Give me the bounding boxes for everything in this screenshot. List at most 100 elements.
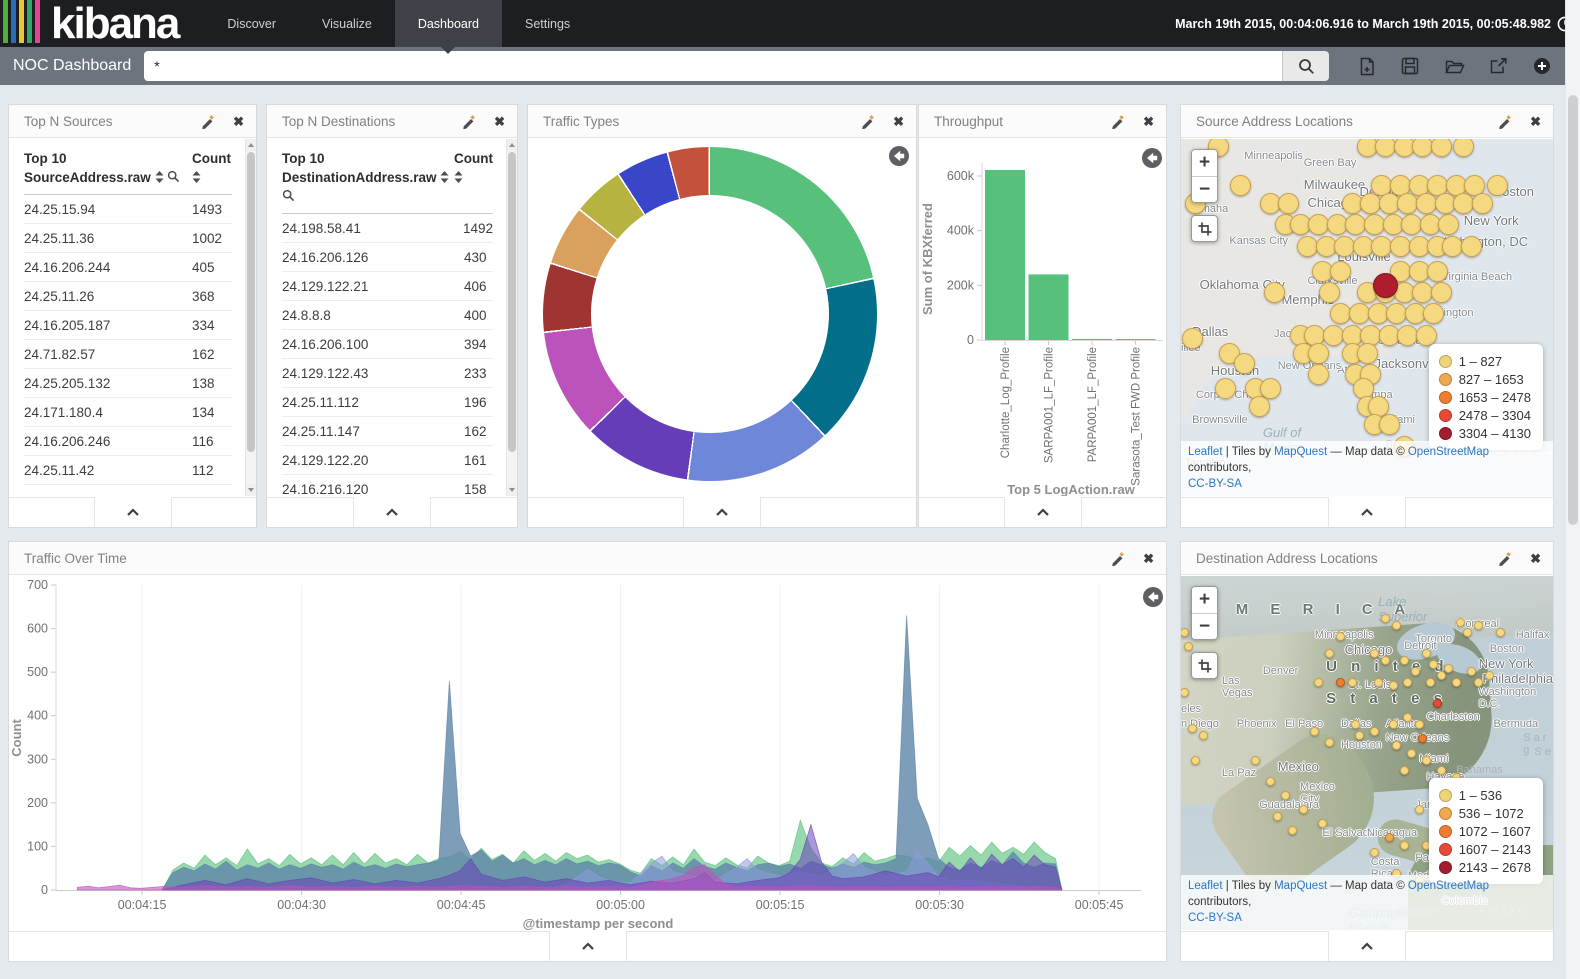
attribution-link[interactable]: MapQuest	[1274, 446, 1327, 458]
map-marker[interactable]	[1401, 214, 1422, 235]
close-panel-icon[interactable]: ✖	[1143, 552, 1154, 565]
map-marker[interactable]	[1452, 678, 1461, 687]
map-marker[interactable]	[1472, 193, 1493, 214]
map-marker[interactable]	[1188, 724, 1197, 733]
map-marker[interactable]	[1442, 236, 1463, 257]
map-marker[interactable]	[1249, 396, 1270, 417]
map-marker[interactable]	[1411, 667, 1420, 676]
map-marker[interactable]	[1389, 720, 1398, 729]
table-row[interactable]: 24.25.11.42112	[24, 456, 232, 485]
map-marker[interactable]	[1426, 678, 1435, 687]
map-marker[interactable]	[1400, 766, 1409, 775]
back-filter-icon[interactable]	[1141, 147, 1163, 169]
map-marker[interactable]	[1234, 353, 1255, 374]
map-marker[interactable]	[1319, 282, 1340, 303]
table-row[interactable]: 24.25.205.132138	[24, 369, 232, 398]
edit-panel-icon[interactable]	[1497, 551, 1512, 566]
map-marker[interactable]	[1456, 618, 1465, 627]
table-row[interactable]: 24.129.122.20161	[282, 446, 493, 475]
table-row[interactable]: 24.129.122.21406	[282, 272, 493, 301]
map-marker[interactable]	[1330, 261, 1351, 282]
map-marker[interactable]	[1431, 139, 1452, 157]
attribution-link[interactable]: Leaflet	[1188, 880, 1223, 892]
map-marker[interactable]	[1314, 678, 1323, 687]
table-row[interactable]: 24.25.11.147162	[282, 417, 493, 446]
table-scrollbar[interactable]	[245, 139, 256, 496]
table-row[interactable]: 24.25.11.112196	[282, 388, 493, 417]
edit-panel-icon[interactable]	[461, 114, 476, 129]
map-marker[interactable]	[1230, 175, 1251, 196]
map-marker[interactable]	[1461, 236, 1482, 257]
map-fit-bounds-button[interactable]	[1191, 652, 1218, 679]
table-row[interactable]: 24.198.58.411492	[282, 214, 493, 243]
time-range-picker[interactable]: March 19th 2015, 00:04:06.916 to March 1…	[1175, 0, 1580, 47]
table-row[interactable]: 24.16.206.100394	[282, 330, 493, 359]
map-marker[interactable]	[1467, 667, 1476, 676]
map-marker[interactable]	[1444, 664, 1453, 673]
map-marker[interactable]	[1297, 236, 1318, 257]
map-marker[interactable]	[1400, 841, 1409, 850]
close-panel-icon[interactable]: ✖	[1530, 552, 1541, 565]
map-marker[interactable]	[1485, 671, 1494, 680]
close-panel-icon[interactable]: ✖	[1530, 115, 1541, 128]
attribution-link[interactable]: MapQuest	[1274, 880, 1327, 892]
sort-icon[interactable]	[454, 171, 463, 183]
map-marker[interactable]	[1437, 671, 1446, 680]
table-row[interactable]: 24.16.206.126430	[282, 243, 493, 272]
map-marker[interactable]	[1416, 325, 1437, 346]
open-dashboard-button[interactable]	[1445, 58, 1465, 75]
back-filter-icon[interactable]	[888, 145, 910, 167]
close-panel-icon[interactable]: ✖	[233, 115, 244, 128]
tab-settings[interactable]: Settings	[502, 0, 593, 47]
destination-locations-map[interactable]: A M E R I C ALake SuperiorMontrealHalifa…	[1181, 576, 1553, 930]
map-marker[interactable]	[1487, 175, 1508, 196]
map-marker[interactable]	[1264, 282, 1285, 303]
edit-panel-icon[interactable]	[200, 114, 215, 129]
map-zoom-out-button[interactable]: −	[1192, 613, 1217, 639]
table-row[interactable]: 24.8.8.8400	[282, 301, 493, 330]
map-marker[interactable]	[1422, 756, 1431, 765]
column-header-address[interactable]: Top 10 SourceAddress.raw	[24, 149, 192, 187]
map-marker[interactable]	[1427, 261, 1448, 282]
traffic-over-time-area-chart[interactable]: Count010020030040050060070000:04:1500:04…	[9, 576, 1166, 930]
map-marker[interactable]	[1281, 791, 1290, 800]
sort-icon[interactable]	[440, 171, 449, 183]
table-row[interactable]: 24.129.122.43233	[282, 359, 493, 388]
sort-icon[interactable]	[155, 171, 164, 183]
map-marker[interactable]	[1308, 343, 1329, 364]
attribution-link[interactable]: OpenStreetMap	[1408, 446, 1489, 458]
map-marker[interactable]	[1373, 273, 1398, 298]
map-zoom-in-button[interactable]: +	[1192, 150, 1217, 176]
map-marker[interactable]	[1278, 193, 1299, 214]
attribution-link[interactable]: OpenStreetMap	[1408, 880, 1489, 892]
map-marker[interactable]	[1379, 414, 1400, 435]
search-column-icon[interactable]	[167, 170, 180, 183]
close-panel-icon[interactable]: ✖	[1143, 115, 1154, 128]
close-panel-icon[interactable]: ✖	[494, 115, 505, 128]
collapse-panel-chevron[interactable]	[353, 497, 431, 527]
table-row[interactable]: 24.16.205.187334	[24, 311, 232, 340]
map-marker[interactable]	[1416, 193, 1437, 214]
column-header-address[interactable]: Top 10 DestinationAddress.raw	[282, 149, 454, 206]
page-scrollbar[interactable]	[1565, 0, 1580, 979]
map-marker[interactable]	[1355, 731, 1364, 740]
source-locations-map[interactable]: MinneapolisGreen BayMilwaukeeBuffaloBost…	[1181, 139, 1553, 496]
edit-panel-icon[interactable]	[1497, 114, 1512, 129]
attribution-link[interactable]: Leaflet	[1188, 446, 1223, 458]
share-dashboard-button[interactable]	[1490, 57, 1508, 75]
map-marker[interactable]	[1374, 678, 1383, 687]
map-marker[interactable]	[1381, 614, 1390, 623]
throughput-bar-chart[interactable]: Sum of KBXferred0200k400k600kCharlotte_L…	[919, 139, 1166, 496]
table-row[interactable]: 24.71.82.57162	[24, 340, 232, 369]
tab-discover[interactable]: Discover	[204, 0, 299, 47]
map-marker[interactable]	[1390, 236, 1411, 257]
map-zoom-out-button[interactable]: −	[1192, 176, 1217, 202]
map-marker[interactable]	[1266, 777, 1275, 786]
collapse-panel-chevron[interactable]	[1004, 497, 1082, 527]
tab-visualize[interactable]: Visualize	[299, 0, 395, 47]
map-marker[interactable]	[1251, 756, 1260, 765]
collapse-panel-chevron[interactable]	[549, 931, 627, 961]
back-filter-icon[interactable]	[1142, 586, 1164, 608]
attribution-link[interactable]: CC-BY-SA	[1188, 912, 1242, 924]
map-marker[interactable]	[1415, 805, 1424, 814]
